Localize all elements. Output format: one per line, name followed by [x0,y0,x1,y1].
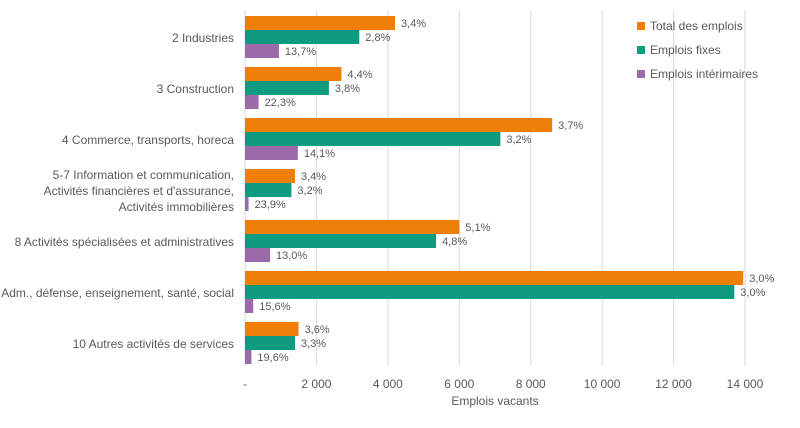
category-label: 4 Commerce, transports, horeca [62,133,234,147]
x-tick-label: 4 000 [373,377,403,391]
x-tick-label: 2 000 [301,377,331,391]
bar [245,322,299,336]
bar [245,285,735,299]
bar [245,336,295,350]
data-label: 3,0% [749,273,774,285]
legend-swatch [637,70,645,78]
legend-swatch [637,22,645,30]
category-label: 3 Construction [157,82,234,96]
bar [245,81,329,95]
legend: Total des emplois Emplois fixes Emplois in… [637,19,758,81]
category-label: 5-7 Information et communication, Activit… [44,168,234,214]
bar [245,299,254,313]
data-label: 3,2% [297,185,322,197]
x-axis-title: Emplois vacants [451,394,538,408]
bar [245,248,270,262]
bar [245,169,295,183]
data-label: 13,7% [285,46,316,58]
data-label: 13,0% [276,250,307,262]
data-label: 3,4% [401,18,426,30]
legend-swatch [637,46,645,54]
data-label: 14,1% [304,148,335,160]
x-tick-label: 10 000 [584,377,621,391]
category-label: 2 Industries [172,31,234,45]
bar [245,271,744,285]
data-label: 4,8% [442,236,467,248]
data-label: 2,8% [365,32,390,44]
bars: 3,4% 2,8% 13,7% 4,4% 3,8% 22,3% 3,7% 3,2% 14,1% 3… [245,16,775,364]
data-label: 15,6% [259,301,290,313]
bar [245,197,249,211]
bar [245,118,553,132]
bar [245,67,342,81]
data-label: 23,9% [255,199,286,211]
legend-label: Emplois fixes [650,43,721,57]
x-tick-label: 8 000 [516,377,546,391]
data-label: 3,3% [301,338,326,350]
x-tick-label: - [243,377,247,391]
bar [245,30,360,44]
category-label: 8 Activités spécialisées et administrati… [15,235,234,249]
bar [245,183,292,197]
x-tick-label: 14 000 [727,377,764,391]
data-label: 3,8% [335,83,360,95]
x-tick-labels: - 2 000 4 000 6 000 8 000 10 000 12 000 14 000 [243,377,764,391]
data-label: 3,6% [305,324,330,336]
bar [245,44,279,58]
bar [245,95,259,109]
data-label: 3,0% [740,287,765,299]
bar [245,132,501,146]
bar [245,220,460,234]
x-tick-label: 6 000 [444,377,474,391]
legend-label: Total des emplois [650,19,743,33]
bar [245,234,437,248]
data-label: 22,3% [265,97,296,109]
x-tick-label: 12 000 [655,377,692,391]
category-label: 9 Adm., défense, enseignement, santé, so… [0,286,234,300]
legend-label: Emplois intérimaires [650,67,758,81]
bar [245,16,395,30]
data-label: 3,4% [301,171,326,183]
bar [245,350,252,364]
category-label: 10 Autres activités de services [73,337,234,351]
data-label: 19,6% [257,352,288,364]
bar [245,146,298,160]
category-labels: 2 Industries 3 Construction 4 Commerce, tr… [0,31,234,351]
data-label: 4,4% [347,69,372,81]
data-label: 5,1% [465,222,490,234]
data-label: 3,7% [558,120,583,132]
data-label: 3,2% [506,134,531,146]
